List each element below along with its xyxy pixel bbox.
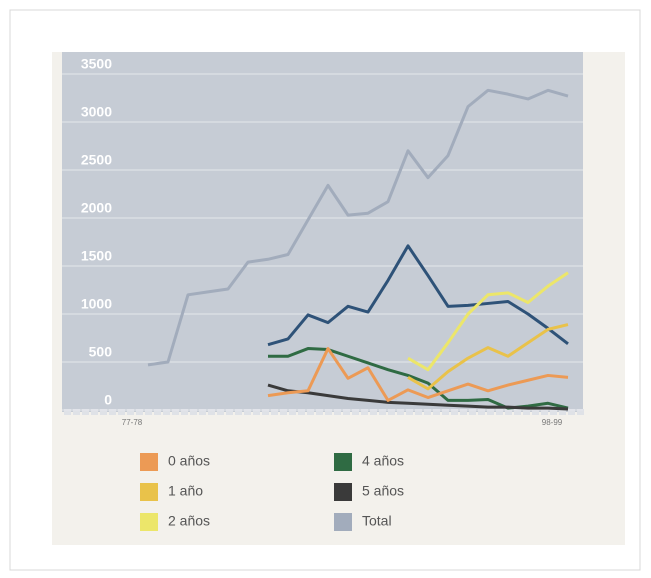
strip-cell — [388, 409, 395, 415]
y-tick-label: 1500 — [81, 248, 112, 264]
series-line — [407, 271, 569, 372]
series-line — [407, 323, 569, 391]
strip-cell — [334, 409, 341, 415]
strip-cell — [550, 409, 557, 415]
strip-cell — [496, 409, 503, 415]
series-line — [267, 383, 569, 411]
strip-cell — [64, 409, 71, 415]
strip-cell — [253, 409, 260, 415]
legend-swatch — [334, 483, 352, 501]
strip-cell — [307, 409, 314, 415]
strip-cell — [559, 409, 566, 415]
strip-cell — [298, 409, 305, 415]
strip-cell — [289, 409, 296, 415]
strip-cell — [127, 409, 134, 415]
strip-cell — [154, 409, 161, 415]
y-tick-label: 3500 — [81, 56, 112, 72]
strip-cell — [82, 409, 89, 415]
strip-cell — [325, 409, 332, 415]
strip-cell — [415, 409, 422, 415]
strip-cell — [226, 409, 233, 415]
strip-cell — [208, 409, 215, 415]
strip-cell — [136, 409, 143, 415]
strip-cell — [370, 409, 377, 415]
strip-cell — [568, 409, 575, 415]
strip-cell — [163, 409, 170, 415]
legend-label: 1 año — [168, 483, 203, 499]
strip-cell — [145, 409, 152, 415]
y-tick-label: 2500 — [81, 152, 112, 168]
legend-label: 5 años — [362, 483, 404, 499]
strip-cell — [361, 409, 368, 415]
y-tick-label: 2000 — [81, 200, 112, 216]
legend-swatch — [334, 453, 352, 471]
strip-cell — [397, 409, 404, 415]
strip-cell — [505, 409, 512, 415]
strip-cell — [271, 409, 278, 415]
strip-cell — [100, 409, 107, 415]
strip-cell — [262, 409, 269, 415]
strip-cell — [172, 409, 179, 415]
legend-swatch — [334, 513, 352, 531]
strip-cell — [199, 409, 206, 415]
strip-cell — [73, 409, 80, 415]
strip-cell — [244, 409, 251, 415]
legend-swatch — [140, 453, 158, 471]
tick-strip — [64, 409, 584, 415]
legend-swatch — [140, 513, 158, 531]
strip-cell — [217, 409, 224, 415]
strip-cell — [478, 409, 485, 415]
legend-swatch — [140, 483, 158, 501]
strip-cell — [577, 409, 584, 415]
strip-cell — [523, 409, 530, 415]
y-tick-label: 500 — [89, 344, 113, 360]
x-tick-label: 77-78 — [122, 418, 143, 427]
strip-cell — [469, 409, 476, 415]
strip-cell — [379, 409, 386, 415]
strip-cell — [487, 409, 494, 415]
strip-cell — [280, 409, 287, 415]
strip-cell — [460, 409, 467, 415]
legend-label: Total — [362, 513, 392, 529]
strip-cell — [109, 409, 116, 415]
strip-cell — [514, 409, 521, 415]
strip-cell — [442, 409, 449, 415]
strip-cell — [316, 409, 323, 415]
strip-cell — [424, 409, 431, 415]
strip-cell — [451, 409, 458, 415]
series-line — [267, 347, 569, 402]
strip-cell — [541, 409, 548, 415]
legend-label: 4 años — [362, 453, 404, 469]
strip-cell — [343, 409, 350, 415]
y-tick-label: 3000 — [81, 104, 112, 120]
series-line — [267, 244, 569, 347]
legend-label: 2 años — [168, 513, 210, 529]
x-tick-label: 98-99 — [542, 418, 563, 427]
strip-cell — [406, 409, 413, 415]
legend-label: 0 años — [168, 453, 210, 469]
strip-cell — [433, 409, 440, 415]
strip-cell — [352, 409, 359, 415]
strip-cell — [118, 409, 125, 415]
strip-cell — [190, 409, 197, 415]
y-tick-label: 1000 — [81, 296, 112, 312]
y-tick-label: 0 — [104, 392, 112, 408]
strip-cell — [91, 409, 98, 415]
strip-cell — [181, 409, 188, 415]
strip-cell — [532, 409, 539, 415]
series-line — [147, 88, 569, 367]
strip-cell — [235, 409, 242, 415]
